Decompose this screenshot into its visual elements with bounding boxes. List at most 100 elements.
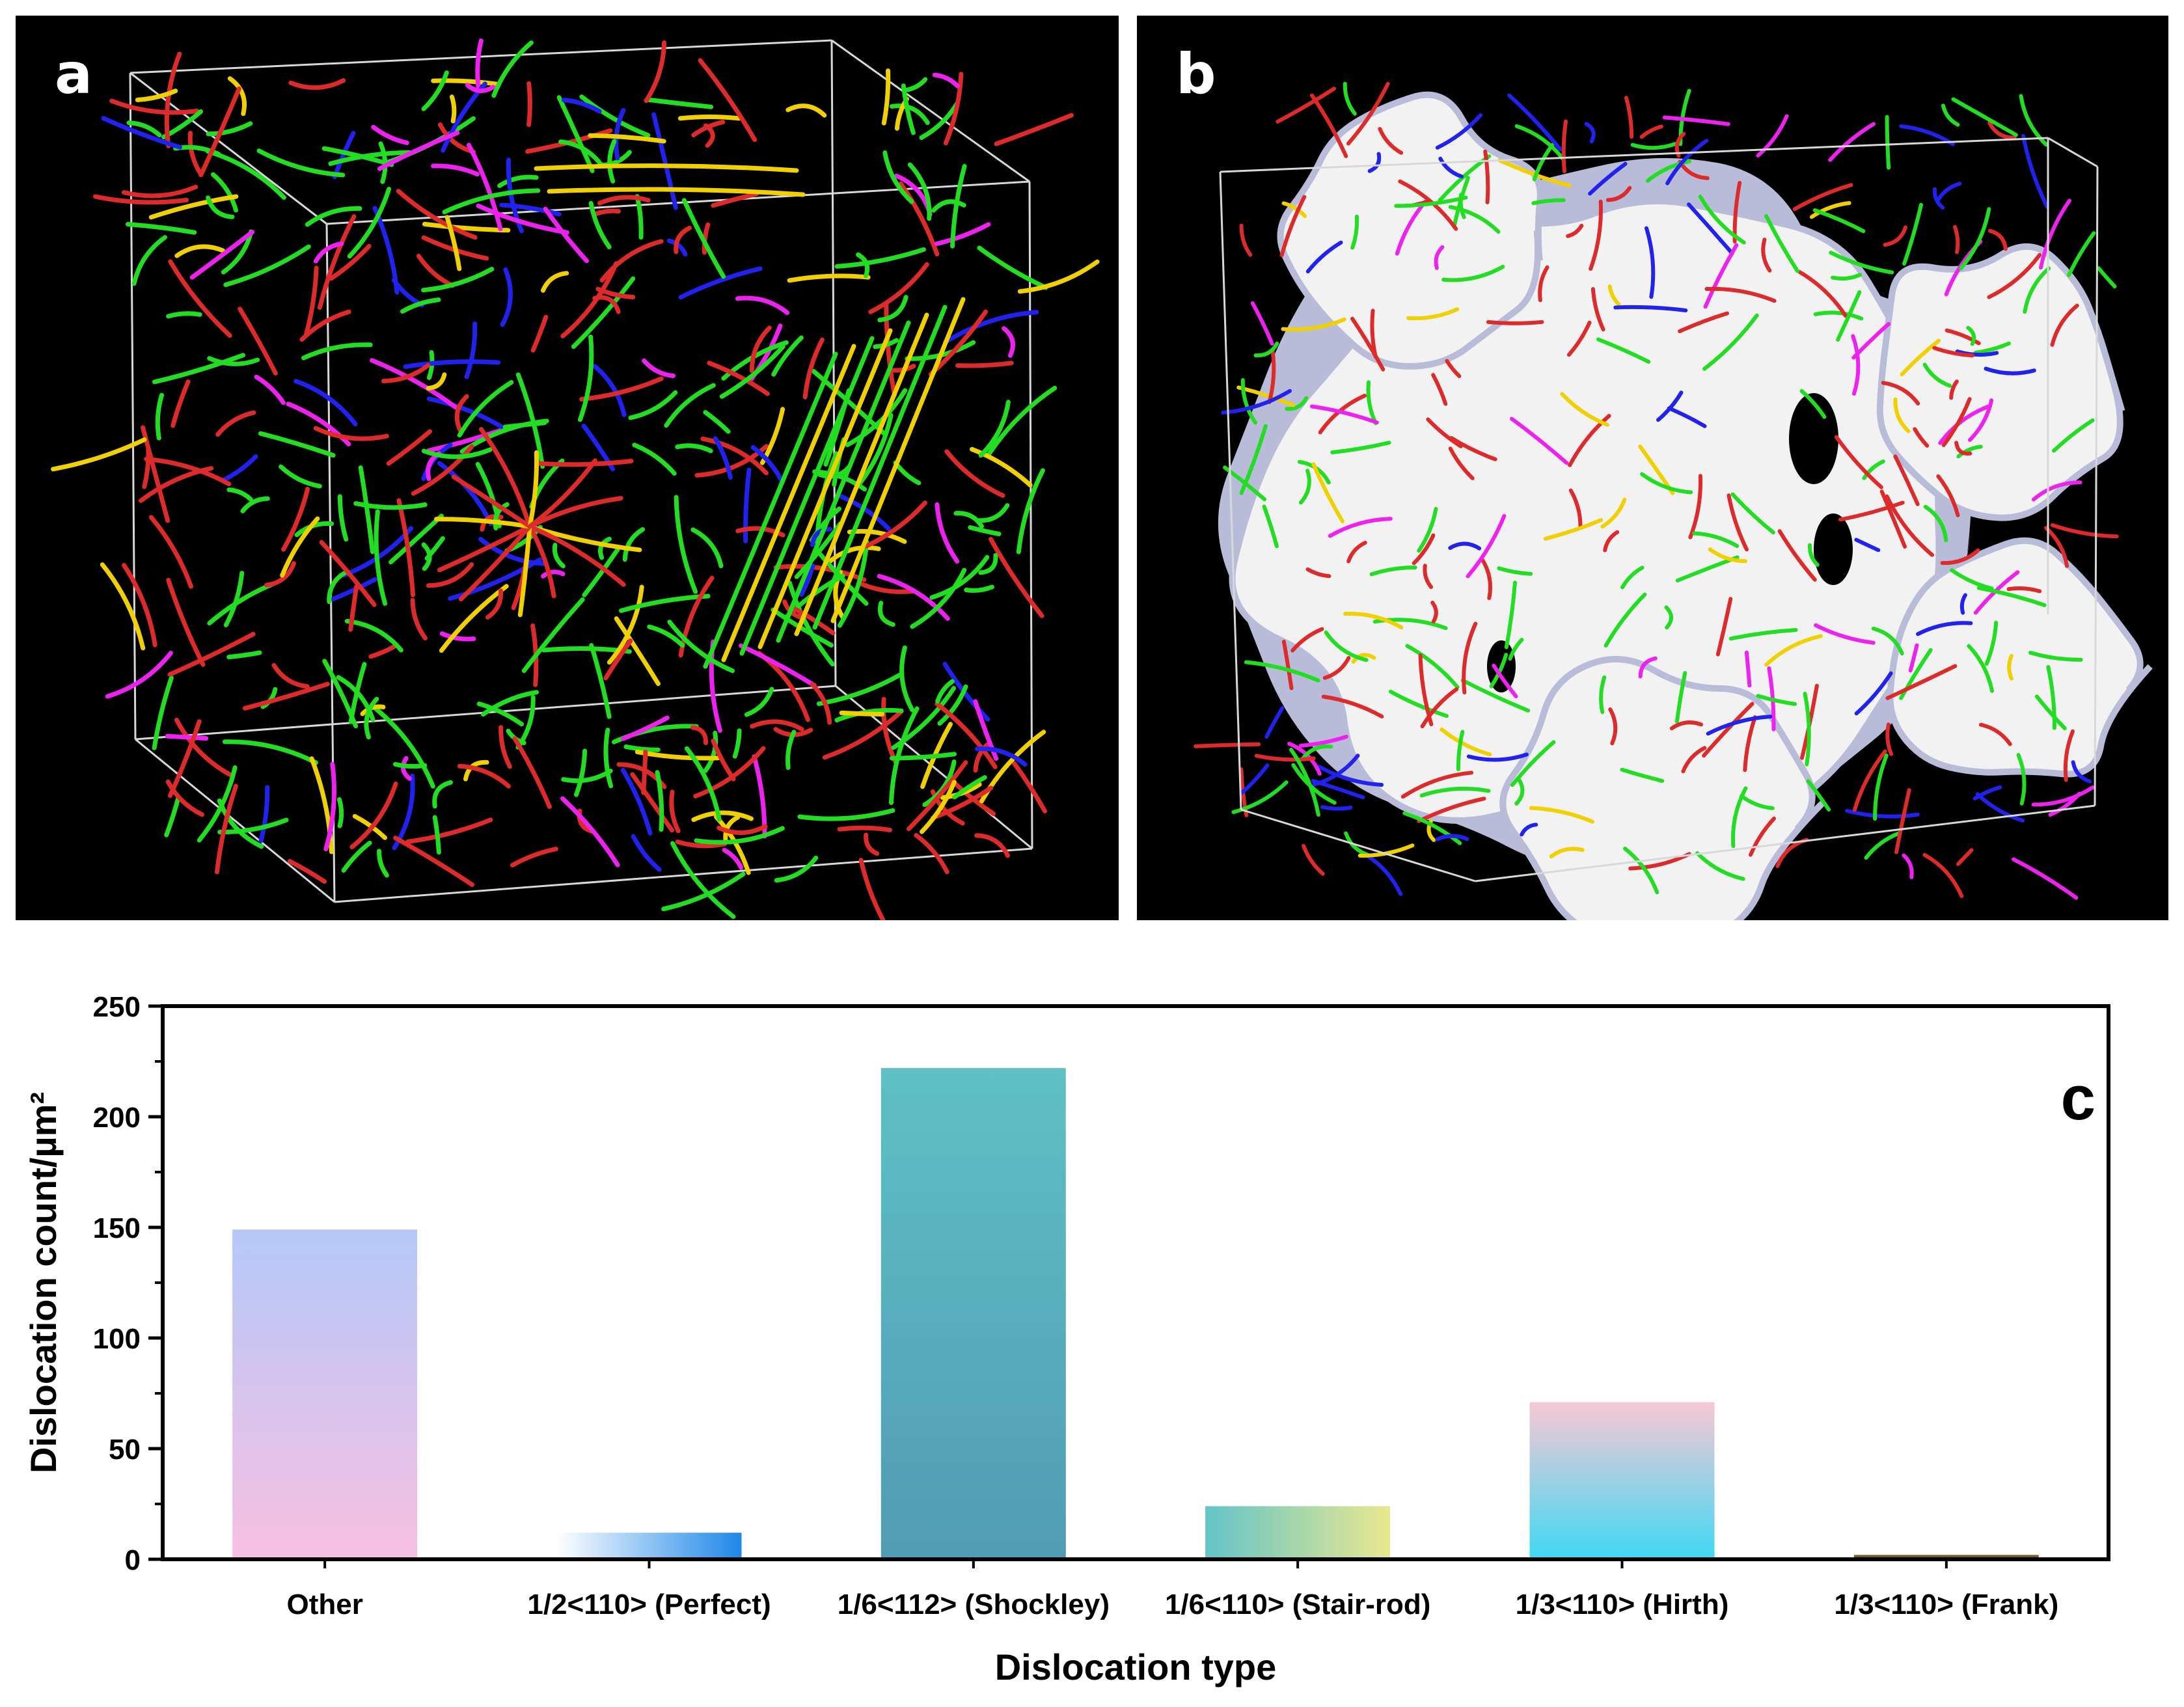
dislocation-line [758,328,893,649]
dislocation-line [1448,446,1475,480]
dislocation-line [400,756,413,781]
dislocation-line [592,295,621,314]
dislocation-line [105,651,173,699]
dislocation-line [510,847,558,867]
dislocation-line [1813,310,1864,321]
dislocation-line [1350,316,1385,372]
dislocation-line [1806,779,1831,812]
dislocation-line [787,273,871,283]
dislocation-line [703,410,731,434]
dislocation-line [515,695,536,750]
dislocation-line [1885,722,1894,756]
dislocation-line [1250,301,1274,346]
box-edge [326,180,1030,225]
dislocation-line [776,320,911,643]
dislocation-line [2052,418,2095,453]
y-axis-label: Dislocation count/µm² [23,1092,64,1473]
box-edge [1219,171,1242,810]
dislocation-line [1883,225,1908,247]
dislocation-line [1620,767,1665,783]
dislocation-line [329,243,372,281]
dislocation-line [1667,406,1707,428]
dislocation-line [976,503,1010,523]
dislocation-line [1764,634,1823,667]
dislocation-line [642,358,676,378]
dislocation-line [1698,195,1746,245]
dislocation-line [540,271,569,293]
dislocation-line [281,486,310,552]
dislocation-line [442,188,541,215]
dislocation-line [223,571,245,627]
dislocation-line [238,307,278,376]
dislocation-line [1514,124,1566,161]
dislocation-line [304,266,319,336]
dislocation-line [1669,720,1703,731]
dislocation-line [856,252,870,279]
dislocation-line [1704,286,1777,303]
dislocation-line [1854,538,1881,553]
dislocation-line [1324,630,1369,662]
dislocation-line [1438,156,1464,179]
dislocation-line [810,526,833,547]
dislocation-line [1441,264,1505,282]
dislocation-line [374,509,388,606]
dislocation-line [1430,601,1438,623]
dislocation-line [1346,540,1367,564]
y-tick-label: 200 [93,1102,141,1134]
x-axis-label: Dislocation type [995,1646,1277,1687]
dislocation-line [774,855,819,883]
dislocation-line [499,202,562,217]
dislocation-line [541,569,566,579]
dislocation-line [834,247,926,269]
dislocation-line [479,427,532,529]
dislocation-line [1656,390,1684,422]
dislocation-line [1291,763,1337,805]
dislocation-line [2031,785,2095,807]
dislocation-line [293,379,358,427]
y-tick-label: 0 [125,1544,141,1576]
dislocation-line [1434,245,1445,270]
dislocation-line [721,344,856,662]
dislocation-line [126,222,197,235]
dislocation-line [280,516,320,578]
dislocation-line [822,709,904,760]
dislocation-line [1756,114,1789,157]
dislocation-line [877,573,950,621]
y-tick-label: 250 [93,991,141,1023]
dislocation-line [1923,504,1948,543]
dislocation-line [152,353,245,385]
dislocation-line [1388,689,1449,718]
dislocation-line [449,94,457,124]
dislocation-line [305,206,362,227]
dislocation-line [934,222,991,247]
dislocation-line [543,206,589,264]
dislocation-line [1016,468,1045,554]
dislocation-line [227,76,247,116]
dislocation-line [614,107,626,161]
dislocation-line [1624,96,1634,139]
dislocation-line [1940,548,1980,566]
dislocation-line [930,785,994,821]
dislocation-line [1504,580,1517,649]
dislocation-line [1549,847,1585,859]
dislocation-line [1561,119,1568,174]
dislocation-line [1744,650,1752,688]
dislocation-line [1893,454,1920,506]
dislocation-line [287,859,327,884]
dislocation-line [1448,205,1501,234]
dislocation-line [166,577,206,667]
dislocation-line [1417,797,1486,823]
x-tick-label: 1/3<110> (Frank) [1834,1589,2058,1620]
panel-a-label: a [55,42,93,107]
dislocation-line [889,103,930,125]
dislocation-line [750,719,804,731]
dislocation-line [1640,472,1693,495]
dislocation-line [226,487,254,502]
dislocation-line [207,356,260,366]
dislocation-line [1312,754,1360,787]
void-hole [1814,513,1853,585]
dislocation-line [694,826,785,845]
dislocation-line [628,390,678,420]
dislocation-line [101,116,182,150]
dislocation-line [1281,201,1307,218]
